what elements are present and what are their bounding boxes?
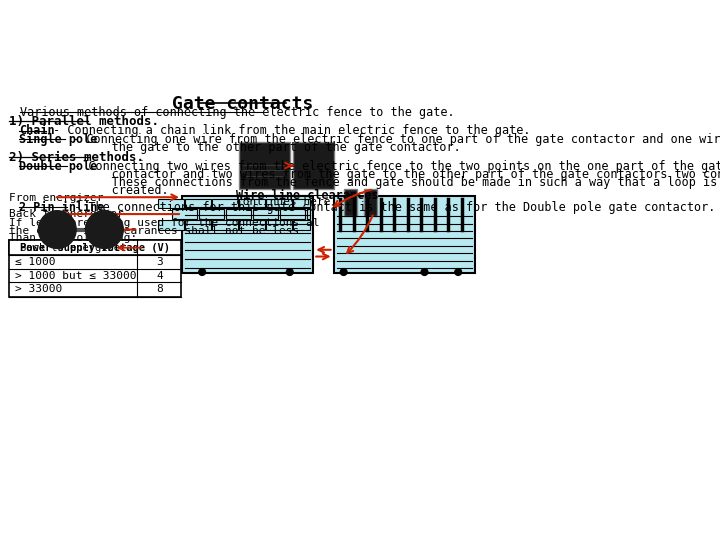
Text: Back to energizer: Back to energizer: [20, 243, 127, 253]
Bar: [185, 220, 211, 230]
Text: Various methods of connecting the electric fence to the gate.: Various methods of connecting the electr…: [20, 106, 455, 119]
Text: the gate to the other part of the gate contactor.: the gate to the other part of the gate c…: [19, 141, 461, 154]
Text: contactor and two wires from the gate to the other part of the gate contactors t: contactor and two wires from the gate to…: [19, 168, 720, 181]
Text: 2) Series methods.: 2) Series methods.: [9, 151, 145, 164]
Text: Wire line clearances: Wire line clearances: [236, 189, 378, 202]
Bar: [172, 210, 197, 219]
Bar: [185, 199, 211, 208]
Text: Power supply voltage (V): Power supply voltage (V): [20, 243, 171, 253]
Text: From energizer: From energizer: [9, 193, 104, 202]
Bar: [239, 142, 289, 189]
Text: 8: 8: [156, 284, 163, 294]
Text: Gate contacts: Gate contacts: [172, 95, 313, 113]
Bar: [239, 199, 265, 208]
Circle shape: [341, 269, 347, 275]
Text: Single pole: Single pole: [19, 133, 97, 146]
Text: - Connecting one wire from the electric fence to one part of the gate contactor : - Connecting one wire from the electric …: [66, 133, 720, 146]
Text: Back to energizer: Back to energizer: [9, 210, 124, 219]
Circle shape: [287, 269, 293, 275]
Bar: [212, 199, 238, 208]
Bar: [199, 210, 225, 219]
Text: - Connecting a chain link from the main electric fence to the gate.: - Connecting a chain link from the main …: [46, 124, 531, 138]
Text: Chain: Chain: [19, 124, 55, 138]
Bar: [333, 196, 475, 273]
Circle shape: [455, 269, 462, 275]
Text: If leads are being used for the connections al: If leads are being used for the connecti…: [9, 218, 320, 228]
Text: These connections from the fence and gate should be made in such a way that a lo: These connections from the fence and gat…: [19, 177, 720, 190]
Text: the cable, the clearances shall not be less: the cable, the clearances shall not be l…: [9, 226, 300, 235]
Text: 4: 4: [156, 271, 163, 281]
Bar: [307, 210, 310, 219]
Bar: [266, 199, 292, 208]
Text: > 33000: > 33000: [15, 284, 62, 294]
Text: 2 Pin inline: 2 Pin inline: [19, 200, 104, 214]
Circle shape: [86, 211, 123, 248]
Bar: [158, 199, 184, 208]
Bar: [212, 220, 238, 230]
Bar: [293, 142, 333, 189]
Text: 3: 3: [156, 256, 163, 267]
Bar: [266, 220, 292, 230]
Circle shape: [38, 211, 76, 248]
Text: ≤ 1000: ≤ 1000: [15, 256, 55, 267]
Text: Than the following:: Than the following:: [9, 233, 138, 243]
Bar: [293, 220, 310, 230]
Bar: [364, 189, 377, 216]
Bar: [279, 210, 305, 219]
Bar: [239, 220, 265, 230]
Bar: [182, 196, 313, 273]
Circle shape: [199, 269, 205, 275]
Bar: [343, 189, 357, 216]
Bar: [158, 220, 184, 230]
Text: Double pole: Double pole: [19, 160, 97, 173]
Bar: [293, 199, 310, 208]
Bar: [9, 240, 181, 254]
Bar: [9, 240, 181, 297]
Text: > 1000 but ≤ 33000: > 1000 but ≤ 33000: [15, 271, 136, 281]
Text: - Connecting two wires from the electric fence to the two points on the one part: - Connecting two wires from the electric…: [68, 160, 720, 173]
Text: continues here: continues here: [236, 197, 330, 207]
Text: - The connections for this gate contact is the same as for the Double pole gate : - The connections for this gate contact …: [68, 200, 716, 214]
Bar: [226, 210, 251, 219]
Text: created.: created.: [19, 185, 168, 198]
Text: 1) Parallel methods.: 1) Parallel methods.: [9, 115, 159, 128]
Bar: [253, 210, 279, 219]
Circle shape: [421, 269, 428, 275]
